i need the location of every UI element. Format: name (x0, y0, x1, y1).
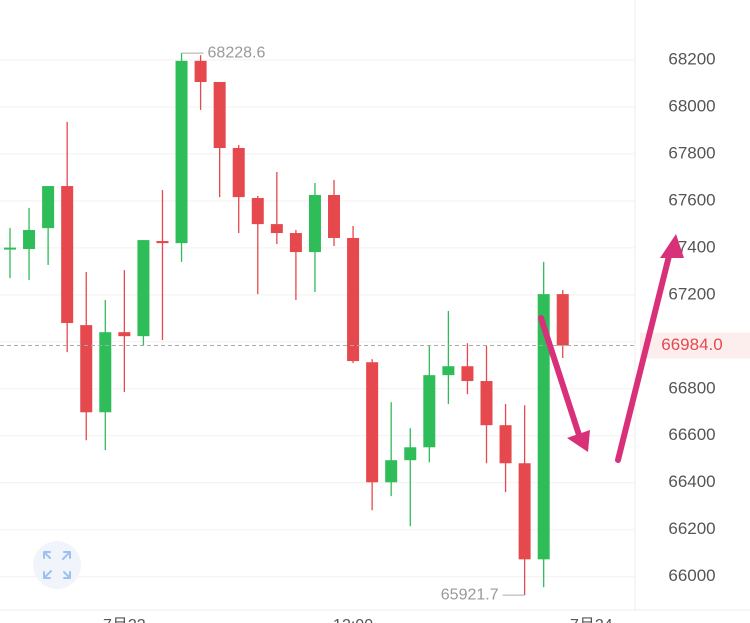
y-tick-label: 67800 (668, 143, 715, 162)
candle-body (347, 237, 360, 362)
y-tick-label: 66600 (668, 425, 715, 444)
high-label: 68228.6 (208, 44, 266, 61)
y-tick-label: 66000 (668, 566, 715, 585)
candle-body (4, 247, 16, 250)
candle-body (328, 194, 341, 238)
last-price-box (640, 332, 750, 359)
candle-body (156, 241, 169, 244)
candle-body (518, 463, 531, 560)
candle-body (232, 147, 245, 198)
candle-body (99, 332, 112, 413)
candle-body (423, 375, 436, 448)
candle-body (61, 186, 74, 324)
y-tick-label: 66200 (668, 519, 715, 538)
x-tick-label: 7月24 (570, 617, 613, 623)
candle-body (270, 224, 283, 234)
candle-body (480, 381, 493, 426)
y-tick-label: 68000 (668, 96, 715, 115)
candle-body (442, 366, 455, 376)
y-tick-label: 67200 (668, 284, 715, 303)
candle-body (175, 60, 188, 244)
candle-body (404, 447, 417, 461)
candle-body (461, 366, 474, 382)
candle-body (556, 294, 569, 346)
candle-body (42, 186, 55, 229)
candle-body (499, 425, 512, 464)
x-tick-label: 7月22 (103, 617, 146, 623)
plot: 6600066200664006660066800670006720067400… (0, 44, 750, 623)
y-tick-label: 66800 (668, 378, 715, 397)
candle-body (308, 194, 321, 253)
candle-body (137, 240, 150, 337)
candle-body (194, 60, 207, 82)
expand-button[interactable] (33, 541, 81, 589)
candle-body (385, 460, 398, 483)
y-tick-label: 68200 (668, 49, 715, 68)
candle-body (537, 294, 550, 560)
candle-body (118, 332, 131, 337)
last-price-label: 66984.0 (661, 335, 722, 354)
y-tick-label: 67600 (668, 190, 715, 209)
candle-body (80, 325, 93, 413)
y-tick-label: 66400 (668, 472, 715, 491)
low-label: 65921.7 (441, 586, 499, 603)
candle-body (251, 198, 264, 225)
candle-body (213, 81, 226, 148)
candle-body (366, 362, 379, 483)
arrow (538, 234, 684, 463)
candle-body (289, 233, 302, 253)
x-tick-label: 12:00 (333, 617, 373, 623)
candle-body (23, 229, 36, 250)
